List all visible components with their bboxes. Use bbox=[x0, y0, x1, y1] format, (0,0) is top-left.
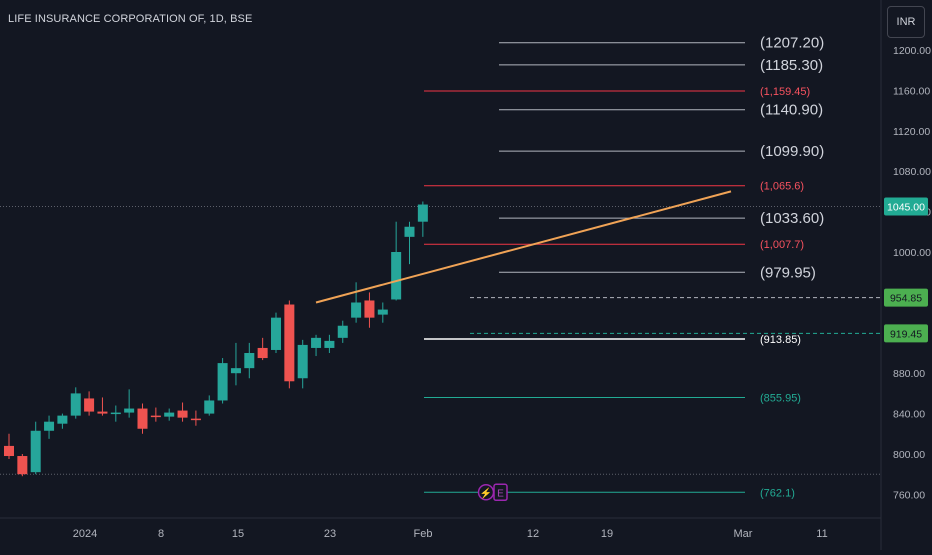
y-axis-tick-label: 1120.00 bbox=[893, 126, 930, 138]
candle-down bbox=[17, 456, 28, 475]
candle-down bbox=[4, 445, 14, 457]
candle-up bbox=[297, 344, 308, 379]
trendline bbox=[315, 190, 732, 304]
y-axis-tick-label: 840.00 bbox=[893, 409, 925, 421]
candle-down bbox=[284, 304, 295, 382]
chart-title: LIFE INSURANCE CORPORATION OF, 1D, BSE bbox=[8, 13, 253, 25]
x-axis-tick-label: 19 bbox=[601, 528, 613, 540]
x-axis-tick-label: 11 bbox=[816, 528, 827, 540]
level-label: (1,159.45) bbox=[760, 86, 810, 98]
candle-up bbox=[324, 340, 335, 348]
y-axis-tick-label: 1160.00 bbox=[893, 85, 930, 97]
x-axis-tick-label: 8 bbox=[158, 528, 164, 540]
candle-up bbox=[271, 317, 281, 350]
earnings-event-icon[interactable] bbox=[493, 483, 508, 502]
level-label: (1185.30) bbox=[760, 57, 823, 74]
candle-up bbox=[337, 325, 348, 338]
candle-up bbox=[230, 368, 241, 374]
y-axis-tick-label: 1080.00 bbox=[893, 166, 931, 178]
x-axis-tick-label: Feb bbox=[414, 528, 433, 540]
candle-up bbox=[377, 309, 388, 315]
candle-up bbox=[124, 408, 135, 413]
currency-button[interactable]: INR bbox=[887, 6, 925, 38]
y-axis-tick-label: 1000.00 bbox=[893, 247, 931, 259]
candle-down bbox=[97, 411, 108, 414]
level-label: (1,065.6) bbox=[760, 181, 804, 193]
candle-up bbox=[311, 337, 322, 348]
price-tag-box bbox=[884, 288, 928, 307]
candle-down bbox=[150, 415, 161, 418]
candle-down bbox=[190, 418, 201, 421]
candle-down bbox=[364, 300, 375, 318]
candle-up bbox=[391, 252, 402, 300]
level-label: (855.95) bbox=[760, 392, 801, 404]
level-label: (1207.20) bbox=[760, 35, 824, 52]
level-label: (762.1) bbox=[760, 487, 795, 499]
candle-up bbox=[164, 412, 175, 417]
candle-up bbox=[417, 204, 428, 222]
x-axis-tick-label: 2024 bbox=[73, 528, 97, 540]
price-tag-box bbox=[884, 324, 928, 343]
last-price-tag bbox=[884, 197, 928, 216]
level-label: (979.95) bbox=[760, 264, 816, 281]
candle-up bbox=[217, 363, 228, 401]
earnings-event-glyph: E bbox=[497, 488, 504, 499]
y-axis-tick-label: 880.00 bbox=[893, 368, 925, 380]
level-label: (1,007.7) bbox=[760, 239, 804, 251]
candle-down bbox=[137, 408, 148, 429]
level-label: (1140.90) bbox=[760, 102, 823, 119]
candle-down bbox=[84, 398, 95, 412]
candle-up bbox=[351, 302, 362, 318]
x-axis-tick-label: 15 bbox=[232, 528, 244, 540]
candle-down bbox=[177, 410, 188, 418]
lightning-event-glyph: ⚡ bbox=[480, 486, 492, 499]
level-label: (1099.90) bbox=[760, 143, 824, 160]
last-price-label: 1045.00 bbox=[887, 202, 925, 214]
level-label: (1033.60) bbox=[760, 210, 824, 227]
level-label: (913.85) bbox=[760, 334, 801, 346]
x-axis-tick-label: 23 bbox=[324, 528, 336, 540]
candle-up bbox=[70, 393, 81, 416]
candle-up bbox=[244, 353, 255, 369]
candle-up bbox=[404, 226, 415, 237]
candle-up bbox=[110, 412, 121, 415]
candle-up bbox=[44, 421, 55, 431]
x-axis-tick-label: 12 bbox=[527, 528, 539, 540]
y-axis-tick-label: 1200.00 bbox=[893, 45, 931, 57]
candle-up bbox=[30, 430, 41, 473]
candle-down bbox=[257, 347, 268, 359]
x-axis-tick-label: Mar bbox=[734, 528, 753, 540]
y-axis-tick-label: 800.00 bbox=[893, 449, 925, 461]
y-axis-tick-label: 760.00 bbox=[893, 489, 925, 501]
candle-up bbox=[204, 400, 215, 414]
price-tag-label: 954.85 bbox=[890, 293, 922, 305]
price-tag-label: 919.45 bbox=[890, 328, 922, 340]
candle-up bbox=[57, 415, 68, 424]
